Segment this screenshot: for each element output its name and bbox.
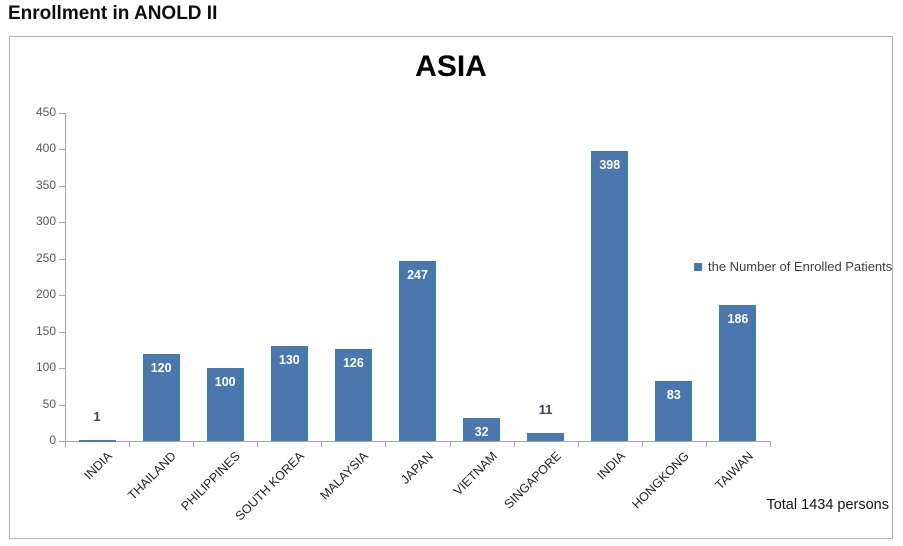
y-axis-tick-label: 250	[35, 250, 56, 265]
y-axis-tick	[59, 368, 65, 370]
legend-swatch-icon	[694, 262, 702, 271]
x-axis-tick	[449, 441, 451, 447]
bar-value-label: 100	[214, 375, 236, 390]
legend-label: the Number of Enrolled Patients	[708, 259, 893, 274]
x-axis-tick	[705, 441, 707, 447]
bar-value-label: 186	[727, 312, 749, 327]
y-axis-tick-label: 350	[35, 177, 56, 192]
total-note: Total 1434 persons	[766, 497, 889, 513]
y-axis-tick	[59, 149, 65, 151]
y-axis-tick-label: 300	[35, 214, 56, 229]
bar-value-label: 126	[342, 356, 364, 371]
bar-value-label: 1	[93, 409, 101, 425]
bar-value-label: 130	[278, 353, 300, 368]
y-axis-tick	[59, 222, 65, 224]
y-axis-tick-label: 400	[35, 141, 56, 156]
bar-india: 398	[591, 150, 629, 441]
x-axis-tick	[513, 441, 515, 447]
y-axis-tick	[59, 404, 65, 406]
bar-value-label: 11	[538, 401, 553, 417]
bar-hongkong: 83	[655, 380, 693, 441]
chart-title: ASIA	[415, 50, 487, 83]
x-axis-tick	[257, 441, 259, 447]
page-title: Enrollment in ANOLD II	[8, 3, 218, 24]
bar-india	[78, 440, 116, 443]
x-axis-tick	[641, 441, 643, 447]
bar-value-label: 120	[150, 360, 172, 375]
y-axis-tick	[59, 185, 65, 187]
y-axis-tick	[59, 113, 65, 114]
legend: the Number of Enrolled Patients	[694, 259, 892, 274]
x-axis-tick	[65, 441, 66, 447]
y-axis-tick	[59, 441, 65, 442]
y-axis-tick-label: 50	[42, 396, 56, 411]
plot-area	[65, 113, 771, 442]
bar-singapore	[527, 432, 565, 441]
y-axis-tick	[59, 295, 65, 297]
y-axis-tick-label: 150	[35, 323, 56, 338]
bar-value-label: 32	[474, 424, 489, 439]
bar-japan: 247	[399, 260, 436, 441]
y-axis-tick-label: 100	[35, 360, 56, 375]
y-axis-tick	[59, 331, 65, 333]
x-axis-tick	[385, 441, 387, 447]
bar-vietnam: 32	[463, 417, 501, 441]
x-axis-tick	[321, 441, 323, 447]
x-axis-tick	[129, 441, 131, 447]
bar-south-korea: 130	[270, 346, 308, 441]
y-axis-tick-label: 200	[35, 287, 56, 302]
y-axis-tick	[59, 258, 65, 260]
bar-philippines: 100	[206, 368, 244, 441]
bar-value-label: 247	[407, 267, 428, 282]
bar-taiwan: 186	[719, 305, 757, 441]
y-axis-tick-label: 0	[49, 433, 56, 447]
bar-value-label: 398	[599, 157, 621, 172]
bar-value-label: 83	[666, 387, 681, 402]
chart-frame	[9, 36, 893, 539]
y-axis-tick-label: 450	[35, 105, 56, 119]
bar-thailand: 120	[142, 353, 180, 441]
bar-malaysia: 126	[334, 349, 372, 441]
x-axis-tick	[577, 441, 579, 447]
x-axis-tick	[193, 441, 195, 447]
x-axis-tick	[770, 441, 771, 447]
